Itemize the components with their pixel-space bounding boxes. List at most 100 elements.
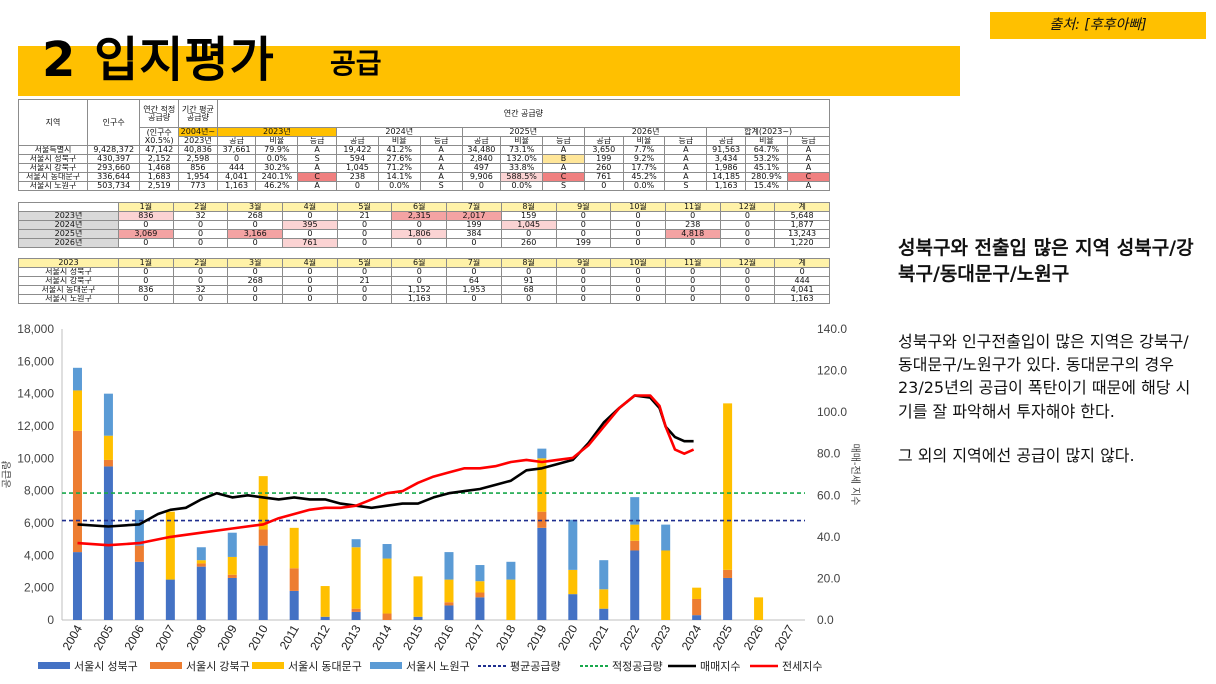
avg-cell: 40,836: [178, 145, 218, 155]
value-cell: 1,806: [391, 229, 448, 239]
month-head: 5월: [336, 202, 393, 212]
value-cell: A: [542, 163, 585, 173]
value-cell: A: [786, 145, 831, 155]
value-cell: 238: [336, 172, 379, 182]
page-title: 2 입지평가: [42, 32, 275, 88]
value-cell: 0: [555, 267, 612, 277]
y2-tick-label: 80.0: [817, 447, 841, 461]
month-head: 4월: [282, 258, 338, 268]
value-cell: A: [297, 181, 337, 191]
value-cell: 0: [282, 229, 338, 239]
value-cell: 444: [774, 276, 830, 286]
table-row: 서울시 노원구 503,734 2,519 773 1,163 46.2% A 0 0.0% S 0…: [17, 181, 831, 191]
value-cell: 260: [500, 238, 557, 248]
y-tick-label: 0: [47, 613, 54, 627]
table-row: 2026년 0 0 0 761 0 0 0 260 199 0 0 0 1,220: [18, 238, 830, 248]
value-cell: 0: [336, 181, 379, 191]
value-cell: A: [786, 154, 831, 164]
bar-segment: [537, 448, 547, 459]
t2-corner: [18, 202, 119, 212]
supply-chart: 0 2,000 4,000 6,000 8,000 10,000 12,000 14,000 1…: [1, 322, 861, 673]
y2-tick-label: 20.0: [817, 571, 841, 585]
proper-cell: 2,152: [139, 154, 180, 164]
bar-segment: [227, 532, 237, 557]
index-line: [77, 394, 695, 547]
value-cell: 0: [610, 220, 666, 230]
value-cell: 0: [664, 238, 721, 248]
y-axis-title: 공급량: [1, 461, 13, 489]
month-head: 3월: [227, 202, 284, 212]
col-yearly-supply: 연간 공급량: [216, 99, 831, 128]
value-cell: 3,650: [583, 145, 624, 155]
avg-cell: 856: [178, 163, 218, 173]
value-cell: 0: [282, 211, 338, 221]
value-cell: 0: [719, 267, 776, 277]
region-cell: 서울시 동대문구: [17, 172, 89, 182]
value-cell: 0: [719, 238, 776, 248]
value-cell: 260: [583, 163, 624, 173]
bar-segment: [444, 605, 454, 620]
value-cell: 46.2%: [255, 181, 299, 191]
table-row: 서울시 성북구 0 0 0 0 0 0 0 0 0 0 0 0 0: [18, 267, 830, 277]
pop-cell: 430,397: [87, 154, 141, 164]
bar-segment: [134, 510, 144, 546]
month-head: 6월: [391, 258, 448, 268]
side-body: 성북구와 인구전출입이 많은 지역은 강북구/동대문구/노원구가 있다. 동대문…: [898, 330, 1198, 488]
monthly-supply-table: 1월 2월 3월 4월 5월 6월 7월 8월 9월 10월 11월 12월 계 2023년 836 32 2…: [18, 202, 830, 248]
pop-cell: 9,428,372: [87, 145, 141, 155]
value-cell: 0: [118, 238, 174, 248]
month-head: 4월: [282, 202, 338, 212]
bar-segment: [289, 568, 299, 591]
y-tick-label: 4,000: [24, 548, 54, 562]
x-tick-label: 2013: [338, 622, 364, 652]
table-row: 서울시 강북구 293,660 1,468 856 444 30.2% A 1,045 71.2…: [17, 163, 831, 173]
y2-tick-label: 0.0: [817, 613, 834, 627]
value-cell: 37,661: [216, 145, 257, 155]
value-cell: 0: [172, 276, 229, 286]
bar-segment: [661, 524, 671, 551]
month-head: 10월: [610, 202, 666, 212]
value-cell: 761: [583, 172, 624, 182]
region-cell: 서울시 성북구: [17, 154, 89, 164]
x-tick-label: 2019: [524, 622, 550, 652]
side-paragraph-1: 성북구와 인구전출입이 많은 지역은 강북구/동대문구/노원구가 있다. 동대문…: [898, 332, 1191, 421]
value-cell: 4,818: [664, 229, 721, 239]
value-cell: A: [664, 154, 708, 164]
value-cell: 836: [118, 211, 174, 221]
value-cell: 0: [391, 220, 448, 230]
bar-segment: [537, 458, 547, 512]
index-line: [77, 394, 694, 528]
value-cell: 2,840: [461, 154, 502, 164]
bar-segment: [599, 560, 609, 590]
month-head: 1월: [118, 258, 174, 268]
value-cell: 0: [719, 294, 776, 304]
value-cell: 0: [391, 267, 448, 277]
year-head-total: 합계(2023~): [706, 127, 830, 137]
value-cell: 13,243: [774, 229, 830, 239]
bar-segment: [413, 576, 423, 617]
table-row: 2025년 3,069 0 3,166 0 0 1,806 384 0 0 0 4,818 0 13,24…: [18, 229, 830, 239]
value-cell: 1,045: [336, 163, 379, 173]
value-cell: 17.7%: [622, 163, 666, 173]
value-cell: 159: [500, 211, 557, 221]
bar-segment: [754, 597, 764, 620]
month-head: 7월: [446, 202, 502, 212]
bar-segment: [103, 435, 113, 460]
sub-label: 공급: [583, 136, 624, 146]
bar-segment: [630, 550, 640, 620]
month-head: 8월: [500, 202, 557, 212]
month-head: 11월: [664, 202, 721, 212]
value-cell: A: [419, 145, 463, 155]
bar-segment: [475, 597, 485, 620]
value-cell: 0: [227, 220, 284, 230]
month-head: 9월: [555, 258, 612, 268]
legend-label: 평균공급량: [510, 660, 561, 673]
value-cell: 0: [664, 276, 721, 286]
bar-segment: [72, 552, 82, 620]
month-head: 5월: [336, 258, 393, 268]
month-head: 12월: [719, 258, 776, 268]
bar-segment: [444, 579, 454, 603]
month-head: 계: [774, 202, 830, 212]
value-cell: A: [664, 172, 708, 182]
value-cell: 0: [500, 229, 557, 239]
